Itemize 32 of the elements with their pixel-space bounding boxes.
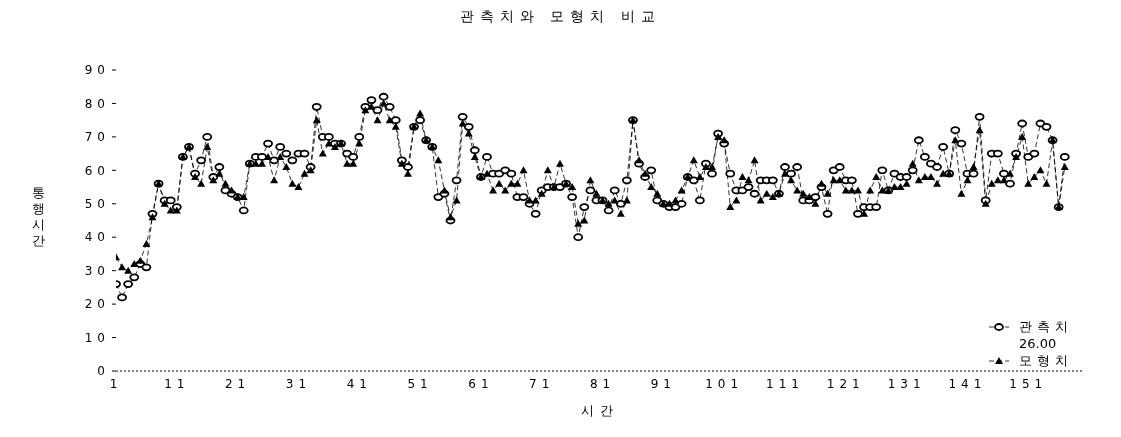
legend-label: 관측치 <box>1019 318 1073 335</box>
y-tick-label: 90 <box>84 63 110 78</box>
x-tick-label: 101 <box>705 376 744 391</box>
y-tick-label: 0 <box>97 364 110 379</box>
x-tick-label: 141 <box>948 376 987 391</box>
annotation: 26.00 <box>1018 335 1058 352</box>
y-tick-label: 60 <box>84 163 110 178</box>
x-tick-label: 31 <box>285 376 312 391</box>
y-tick-label: 40 <box>84 230 110 245</box>
x-tick-label: 71 <box>529 376 555 391</box>
x-tick-label: 81 <box>589 376 616 391</box>
y-tick-label: 20 <box>84 297 110 312</box>
x-tick-label: 131 <box>887 376 926 391</box>
x-tick-label: 121 <box>826 376 865 391</box>
legend-label: 모형치 <box>1019 352 1073 369</box>
y-tick-label: 70 <box>84 130 110 145</box>
y-tick-label: 30 <box>84 263 110 278</box>
x-tick-label: 21 <box>224 376 251 391</box>
x-tick-label: 51 <box>407 376 433 391</box>
x-tick-label: 11 <box>164 376 190 391</box>
x-tick-label: 1 <box>109 376 123 391</box>
x-tick-label: 91 <box>650 376 676 391</box>
x-tick-label: 111 <box>766 376 804 391</box>
y-tick-label: 10 <box>84 330 110 345</box>
y-tick-label: 80 <box>84 96 110 111</box>
x-tick-label: 41 <box>346 376 372 391</box>
chart-title: 관측치와 모형치 비교 <box>459 8 662 26</box>
y-tick-label: 50 <box>84 197 110 212</box>
y-axis-title: 통행시간 <box>31 184 45 248</box>
x-tick-label: 151 <box>1009 376 1048 391</box>
x-tick-label: 61 <box>468 376 494 391</box>
x-axis-title: 시간 <box>580 403 619 418</box>
